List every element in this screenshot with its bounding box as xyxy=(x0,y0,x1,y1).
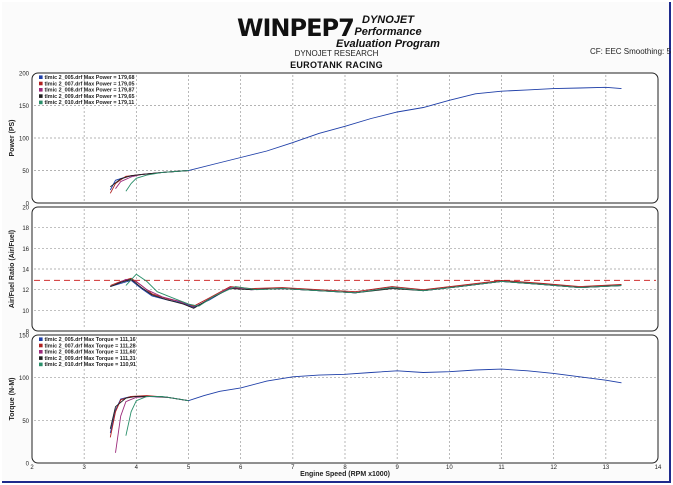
y-tick-label: 100 xyxy=(19,137,30,143)
legend-entry: tlmic 2_007.drf Max Torque = 111,28 xyxy=(45,343,136,349)
series-line xyxy=(125,273,622,307)
company-title: EUROTANK RACING xyxy=(290,60,383,70)
y-tick-label: 16 xyxy=(22,247,29,253)
y-tick-label: 0 xyxy=(26,202,30,208)
chart-panel-3: 0 50 100 150 Torque (N-M) tlmic 2_005.drf Max… xyxy=(9,334,662,479)
legend-swatch xyxy=(39,88,43,92)
tagline-line-2: Evaluation Program xyxy=(336,38,440,50)
legend-swatch xyxy=(39,94,43,98)
x-tick-label: 8 xyxy=(343,465,347,471)
legend-entry: tlmic 2_009.drf Max Torque = 111,31 xyxy=(45,356,136,362)
x-tick-label: 5 xyxy=(187,465,191,471)
y-tick-label: 0 xyxy=(26,462,30,468)
legend-swatch xyxy=(39,350,43,354)
legend-swatch xyxy=(39,81,43,86)
y-tick-label: 10 xyxy=(22,309,29,315)
legend-swatch xyxy=(39,356,43,360)
legend-entry: tlmic 2_010.drf Max Power = 179,11 xyxy=(45,100,135,106)
legend-entry: tlmic 2_008.drf Max Power = 179,87 xyxy=(45,88,135,94)
y-tick-label: 150 xyxy=(19,334,30,340)
legend-swatch xyxy=(39,343,43,348)
y-axis-label: Air/Fuel Ratio (Air/Fuel) xyxy=(9,230,16,308)
x-tick-label: 10 xyxy=(446,465,453,471)
program-tagline: DYNOJET Performance Evaluation Program xyxy=(328,14,448,50)
y-axis-label: Power (PS) xyxy=(9,120,16,157)
chart-panel-1: 0 50 100 150 200 Power (PS) tlmic 2_005.drf Ma… xyxy=(9,72,659,208)
x-tick-label: 4 xyxy=(135,465,139,471)
y-tick-label: 50 xyxy=(22,419,29,425)
chart-panel-2: 8 10 12 14 16 18 20 Air/Fuel Ratio (Air/Fuel) xyxy=(9,206,659,336)
x-tick-label: 2 xyxy=(30,465,34,471)
x-tick-label: 13 xyxy=(602,465,609,471)
y-tick-label: 150 xyxy=(19,104,30,110)
legend-swatch xyxy=(39,75,43,79)
legend-entry: tlmic 2_005.drf Max Power = 179,68 xyxy=(45,75,135,81)
x-tick-label: 6 xyxy=(239,465,243,471)
legend-swatch xyxy=(39,100,43,105)
legend-entry: tlmic 2_005.drf Max Torque = 111,16 xyxy=(45,337,136,343)
y-axis-label: Torque (N-M) xyxy=(9,377,16,420)
y-tick-label: 12 xyxy=(22,288,29,294)
legend-swatch xyxy=(39,337,43,341)
x-tick-label: 3 xyxy=(82,465,86,471)
research-label: DYNOJET RESEARCH xyxy=(294,49,379,58)
x-tick-label: 12 xyxy=(550,465,557,471)
y-tick-label: 20 xyxy=(22,206,29,212)
y-tick-label: 8 xyxy=(26,330,30,336)
legend-swatch xyxy=(39,362,43,367)
x-tick-label: 7 xyxy=(291,465,295,471)
y-tick-label: 200 xyxy=(19,72,30,78)
legend-entry: tlmic 2_010.drf Max Torque = 110,91 xyxy=(45,362,136,368)
legend-entry: tlmic 2_009.drf Max Power = 179,65 xyxy=(45,94,135,100)
y-tick-label: 100 xyxy=(19,376,30,382)
tagline-line-1: DYNOJET Performance xyxy=(354,14,422,38)
y-tick-label: 50 xyxy=(22,169,29,175)
winpep-logo: WINPEP7 xyxy=(237,14,355,42)
x-tick-label: 14 xyxy=(655,465,662,471)
series-line xyxy=(125,395,189,436)
x-axis-label: Engine Speed (RPM x1000) xyxy=(300,471,390,478)
series-line xyxy=(125,170,189,192)
x-tick-label: 9 xyxy=(395,465,399,471)
y-tick-label: 18 xyxy=(22,226,29,232)
x-tick-label: 11 xyxy=(498,465,505,471)
correction-factor-label: CF: EEC Smoothing: 5 xyxy=(590,47,671,56)
legend-entry: tlmic 2_007.drf Max Power = 179,05 xyxy=(45,81,135,87)
legend-entry: tlmic 2_008.drf Max Torque = 111,60 xyxy=(45,350,136,356)
y-tick-label: 14 xyxy=(22,268,29,274)
